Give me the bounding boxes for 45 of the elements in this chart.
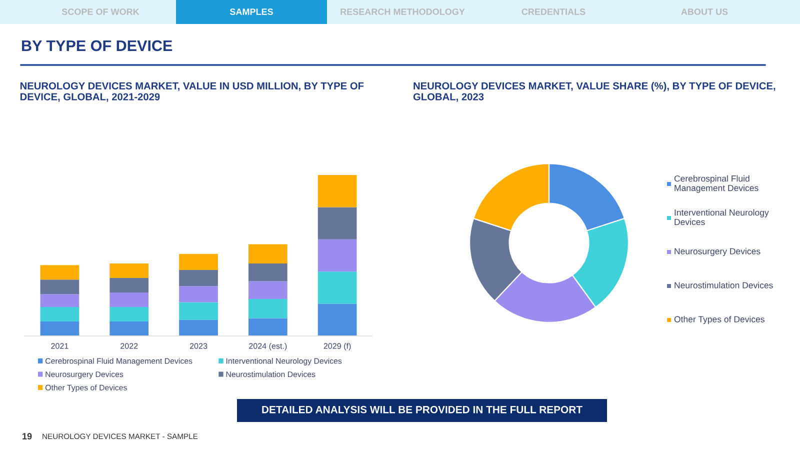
bar [40,280,80,294]
x-tick-label: 2021 [51,343,68,349]
text: ABOUT US [681,8,728,15]
bar [179,302,218,320]
bar [248,318,288,336]
x-tick-label: 2024 (est.) [249,342,287,350]
text: RESEARCH METHODOLOGY [340,8,465,15]
bar [40,322,80,336]
bar [248,244,288,264]
text: 19 [22,433,32,440]
x-tick-label: 2022 [120,343,138,349]
chart-title: NEUROLOGY DEVICES MARKET, VALUE IN USD MILLION, BY TYPE OF DEVICE, GLOBAL, 2021-2029 [20,82,364,102]
text: SCOPE OF WORK [62,8,140,15]
legend-label: Other Types of Devices [674,316,764,324]
bar [318,207,357,240]
text: DETAILED ANALYSIS WILL BE PROVIDED IN THE FULL REPORT [262,406,582,414]
bar [110,322,149,336]
bar [40,265,80,280]
x-tick-label: 2023 [190,343,208,349]
bar [248,298,288,318]
bar [40,307,80,322]
bar [179,254,218,270]
bar [318,239,357,272]
bar [318,272,357,304]
bar [110,278,149,293]
bar [318,175,357,208]
chart-title: NEUROLOGY DEVICES MARKET, VALUE SHARE (%), BY TYPE OF DEVICE, GLOBAL, 2023 [413,82,776,102]
legend-label: Cerebrospinal Fluid Management Devices [674,175,758,193]
bar [179,320,218,336]
bar [110,292,149,308]
bar [110,307,149,322]
text: SAMPLES [230,8,273,15]
bar [40,294,80,308]
text: CREDENTIALS [522,8,586,15]
legend-label: Neurosurgery Devices [674,248,760,256]
text: BY TYPE OF DEVICE [22,40,172,52]
legend-label: Interventional Neurology Devices [674,209,769,226]
legend-label: Neurostimulation Devices [674,282,773,288]
bar [318,304,357,336]
bar [248,264,288,282]
x-tick-label: 2029 (f) [324,342,351,350]
bar [110,264,149,278]
bar [179,270,218,286]
bar [179,286,218,302]
bar [248,281,288,299]
